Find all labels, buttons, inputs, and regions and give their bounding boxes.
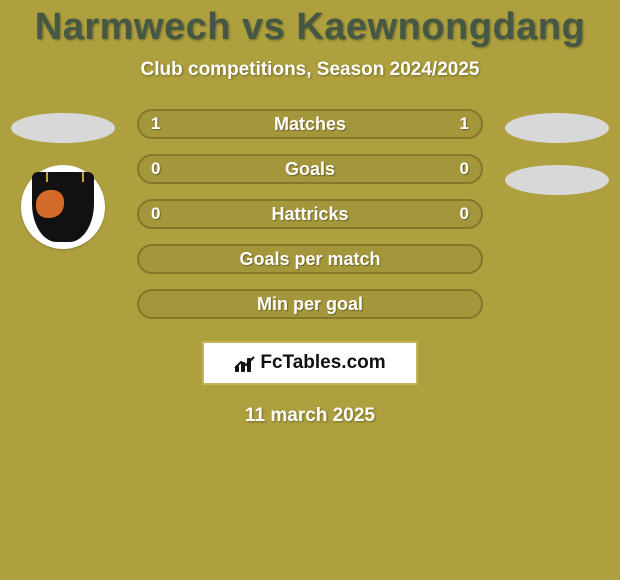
brand-text: FcTables.com [234, 352, 385, 374]
date-line: 11 march 2025 [0, 405, 620, 427]
stat-right-value: 0 [460, 159, 469, 179]
brand-box[interactable]: FcTables.com [202, 341, 418, 385]
stat-label: Min per goal [257, 294, 363, 315]
club-badge-icon [32, 172, 94, 242]
page-title: Narmwech vs Kaewnongdang [0, 0, 620, 49]
stat-label: Goals [285, 159, 335, 180]
stat-left-value: 0 [151, 159, 160, 179]
player-left-photo-placeholder [11, 113, 115, 143]
stat-right-value: 1 [460, 114, 469, 134]
stat-left-value: 0 [151, 204, 160, 224]
stat-right-value: 0 [460, 204, 469, 224]
left-column [8, 109, 118, 249]
brand-name: FcTables.com [260, 352, 385, 374]
stat-left-value: 1 [151, 114, 160, 134]
page-subtitle: Club competitions, Season 2024/2025 [0, 59, 620, 81]
stat-bar-min-per-goal: Min per goal [137, 289, 483, 319]
bar-chart-icon [234, 354, 256, 372]
stat-bar-goals: 0 Goals 0 [137, 154, 483, 184]
stat-label: Matches [274, 114, 346, 135]
right-column [502, 109, 612, 195]
player-right-club-placeholder [505, 165, 609, 195]
stat-bar-hattricks: 0 Hattricks 0 [137, 199, 483, 229]
stat-bar-matches: 1 Matches 1 [137, 109, 483, 139]
player-right-photo-placeholder [505, 113, 609, 143]
player-left-club-badge [21, 165, 105, 249]
stat-label: Goals per match [239, 249, 380, 270]
main-area: 1 Matches 1 0 Goals 0 0 Hattricks 0 Goal… [0, 109, 620, 319]
stat-bar-goals-per-match: Goals per match [137, 244, 483, 274]
stats-bars: 1 Matches 1 0 Goals 0 0 Hattricks 0 Goal… [137, 109, 483, 319]
stat-label: Hattricks [271, 204, 348, 225]
page-root: Narmwech vs Kaewnongdang Club competitio… [0, 0, 620, 580]
